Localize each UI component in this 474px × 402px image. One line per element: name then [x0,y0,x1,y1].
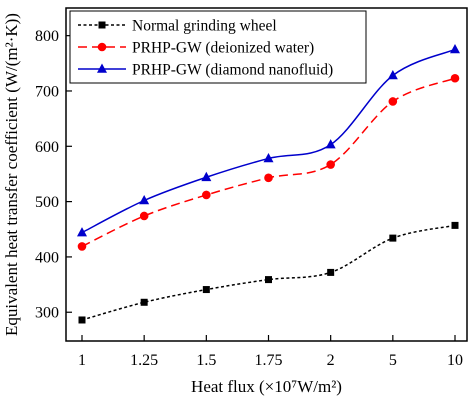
data-point-marker [77,227,87,237]
data-point-marker [327,268,335,276]
legend-item: PRHP-GW (diamond nanofluid) [78,62,333,79]
legend: Normal grinding wheel PRHP-GW (deionized … [69,10,367,84]
x-tick-label: 1.75 [255,352,283,369]
data-point-marker [450,43,460,54]
legend-label: PRHP-GW (diamond nanofluid) [132,62,333,79]
series-1 [78,221,459,324]
y-tick-label: 300 [35,305,59,322]
data-point-marker [139,194,150,205]
legend-label: Normal grinding wheel [132,18,277,35]
y-axis: 300 400 500 600 700 800 [35,28,72,322]
x-axis-title: Heat flux (×10⁷W/m²) [191,377,342,396]
data-point-marker [451,221,459,229]
data-point-marker [78,316,86,324]
data-point-marker [450,73,460,83]
y-tick-label: 800 [35,28,59,45]
x-tick-label: 5 [389,352,397,369]
series-line [81,224,456,321]
y-tick-label: 500 [35,194,59,211]
data-point-marker [140,298,148,306]
data-point-marker [77,242,87,251]
data-point-marker [388,97,398,106]
legend-label: PRHP-GW (deionized water) [132,40,314,57]
data-point-marker [265,276,272,284]
series-3 [77,43,460,237]
data-point-marker [98,21,106,29]
legend-box [69,10,367,84]
data-point-marker [97,42,107,52]
data-point-marker [326,160,335,169]
x-tick-label: 1 [78,352,86,369]
series-layer [77,43,460,324]
x-tick-label: 10 [447,352,463,369]
x-axis: 1 1.25 1.5 1.75 2 5 10 [78,335,463,369]
data-point-marker [139,211,149,221]
data-point-marker [264,173,273,183]
data-point-marker [97,63,107,73]
data-point-marker [263,152,274,163]
y-tick-label: 400 [35,249,59,266]
legend-item: Normal grinding wheel [78,18,277,35]
y-axis-title: Equivalent heat transfer coefficient (W/… [2,13,21,336]
plot-frame [65,7,468,342]
y-tick-label: 700 [35,83,59,100]
data-point-marker [325,139,336,149]
y-tick-label: 600 [35,139,59,156]
data-point-marker [202,190,211,200]
x-tick-label: 2 [327,352,335,369]
x-tick-label: 1.25 [130,352,158,369]
series-line [81,77,456,248]
data-point-marker [387,69,398,80]
series-2 [77,73,460,251]
data-point-marker [389,234,397,242]
data-point-marker [202,286,210,294]
legend-item: PRHP-GW (deionized water) [78,40,314,57]
data-point-marker [201,171,212,182]
x-tick-label: 1.5 [196,352,216,369]
